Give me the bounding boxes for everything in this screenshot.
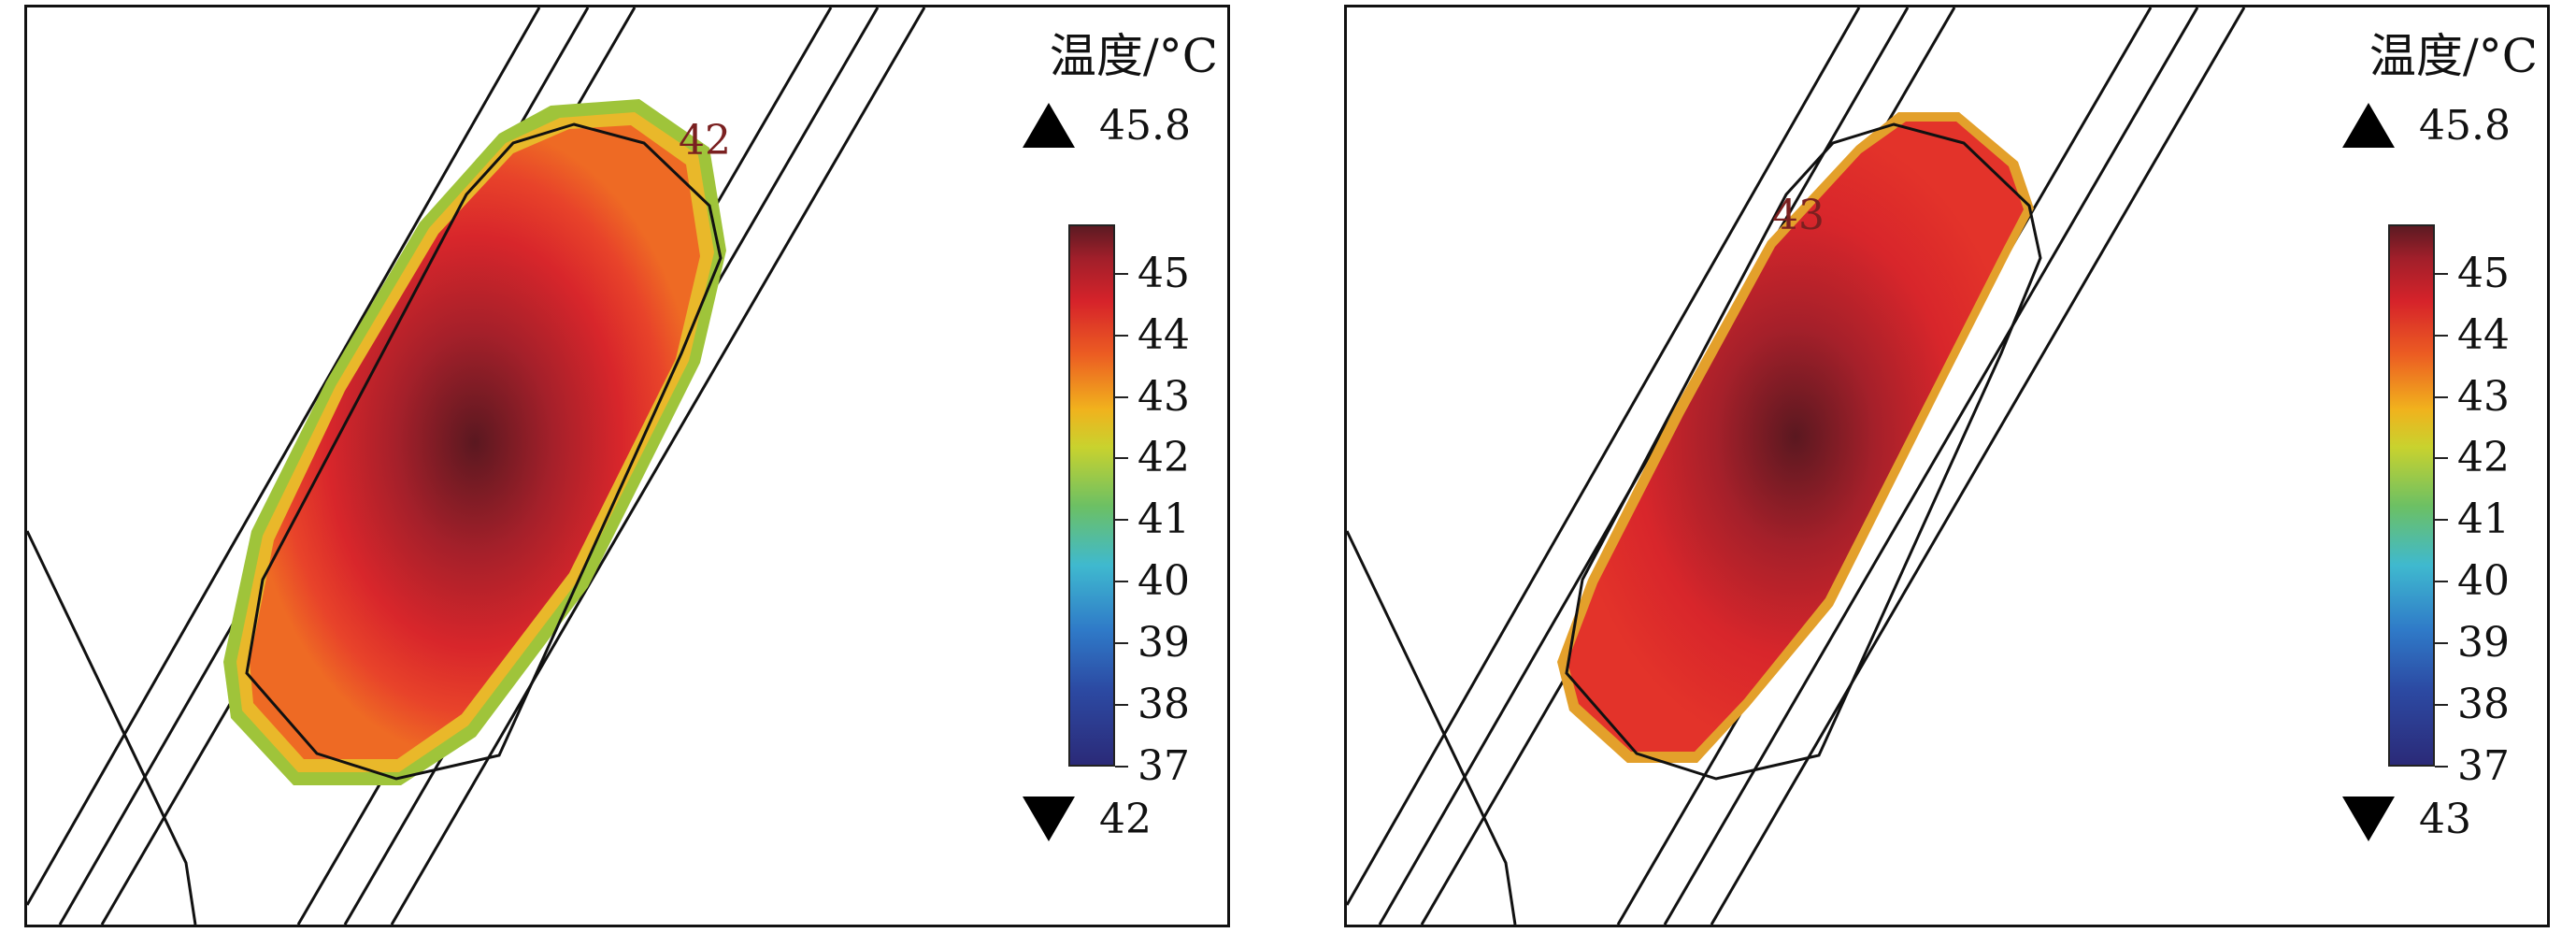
colorbar-tick-label: 42 xyxy=(2457,434,2510,482)
colorbar-tick xyxy=(2435,272,2448,275)
colorbar-tick-label: 43 xyxy=(1138,372,1190,421)
max-indicator-right: 45.8 xyxy=(2342,97,2511,153)
colorbar-tick xyxy=(2435,457,2448,460)
colorbar-tick-label: 37 xyxy=(2457,742,2510,790)
colorbar-tick-label: 43 xyxy=(2457,372,2510,421)
max-triangle-icon xyxy=(1023,103,1075,148)
probe-outline-right xyxy=(1565,122,2042,781)
min-triangle-icon xyxy=(2342,797,2395,841)
colorbar-tick-label: 38 xyxy=(2457,681,2510,729)
colorbar-tick xyxy=(2435,519,2448,522)
legend-title-left: 温度/°C xyxy=(1049,29,1218,83)
colorbar-tick-label: 38 xyxy=(1138,681,1190,729)
max-indicator-left: 45.8 xyxy=(1023,97,1191,153)
hot-core-right xyxy=(1567,122,2024,752)
colorbar-tick-label: 42 xyxy=(1138,434,1190,482)
min-triangle-icon xyxy=(1023,797,1075,841)
colorbar-tick-label: 44 xyxy=(2457,310,2510,359)
colorbar-tick xyxy=(1115,334,1128,337)
colorbar-tick xyxy=(1115,766,1128,768)
contour-label-left: 42 xyxy=(679,117,731,165)
colorbar-tick-label: 40 xyxy=(2457,557,2510,606)
colorbar-tick xyxy=(1115,642,1128,645)
colorbar-tick xyxy=(1115,395,1128,398)
contour-label-right: 43 xyxy=(1772,192,1825,239)
colorbar-tick xyxy=(2435,334,2448,337)
colorbar-tick xyxy=(1115,272,1128,275)
colorbar-tick xyxy=(1115,519,1128,522)
min-value-right: 43 xyxy=(2419,795,2471,843)
colorbar-tick xyxy=(1115,581,1128,583)
colorbar-right xyxy=(2388,224,2435,767)
colorbar-tick xyxy=(1115,704,1128,707)
hot-core-left xyxy=(250,125,700,759)
heatmap-panel-right: 43 温度/°C 45.8 43 45 44 43 42 41 40 39 38 37 xyxy=(1344,5,2550,927)
colorbar-tick xyxy=(2435,395,2448,398)
min-indicator-right: 43 xyxy=(2342,791,2471,847)
temperature-field-left: 42 xyxy=(27,7,926,925)
heatmap-panel-left: 42 温度/°C 45.8 42 45 44 43 42 41 40 39 38 37 xyxy=(24,5,1230,927)
colorbar-tick-label: 40 xyxy=(1138,557,1190,606)
colorbar-tick xyxy=(2435,581,2448,583)
colorbar-tick xyxy=(2435,642,2448,645)
colorbar-tick-label: 45 xyxy=(2457,249,2510,297)
colorbar-tick-label: 45 xyxy=(1138,249,1190,297)
colorbar-tick xyxy=(1115,457,1128,460)
colorbar-tick-label: 37 xyxy=(1138,742,1190,790)
colorbar-tick-label: 44 xyxy=(1138,310,1190,359)
max-value-left: 45.8 xyxy=(1099,101,1191,150)
probe-outline-left xyxy=(245,122,723,781)
colorbar-left xyxy=(1068,224,1115,767)
colorbar-tick-label: 41 xyxy=(2457,495,2510,544)
max-value-right: 45.8 xyxy=(2419,101,2511,150)
temperature-field-right: 43 xyxy=(1347,7,2246,925)
colorbar-tick xyxy=(2435,704,2448,707)
colorbar-tick-label: 39 xyxy=(2457,619,2510,667)
legend-title-right: 温度/°C xyxy=(2368,29,2538,83)
colorbar-tick-label: 39 xyxy=(1138,619,1190,667)
colorbar-tick xyxy=(2435,766,2448,768)
min-indicator-left: 42 xyxy=(1023,791,1152,847)
colorbar-tick-label: 41 xyxy=(1138,495,1190,544)
min-value-left: 42 xyxy=(1099,795,1152,843)
max-triangle-icon xyxy=(2342,103,2395,148)
